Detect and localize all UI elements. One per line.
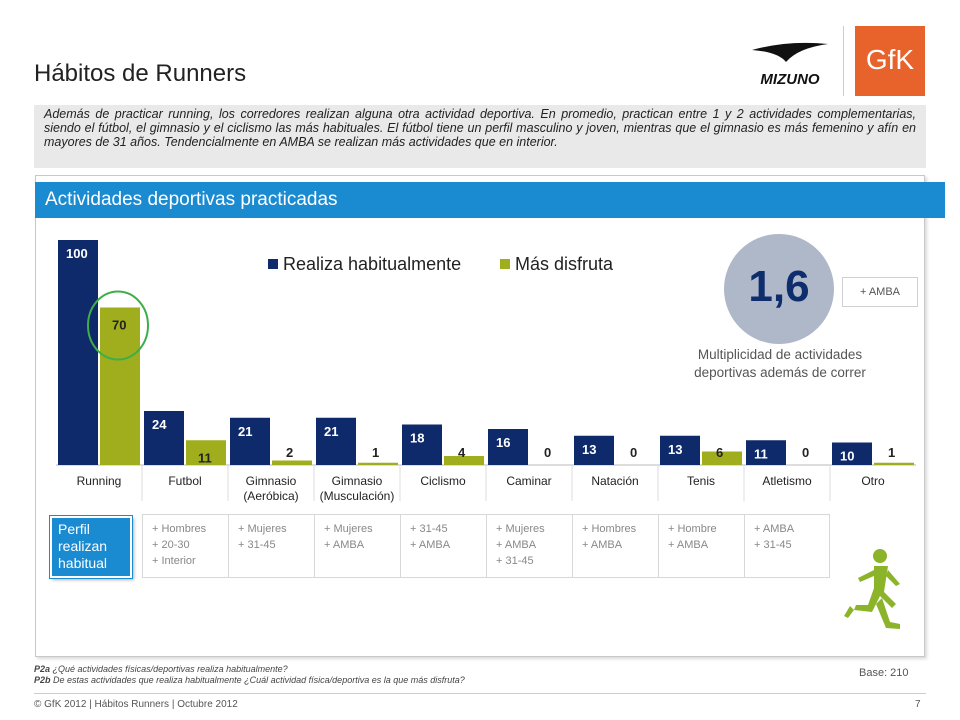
data-label-disfruta: 4 bbox=[458, 445, 466, 460]
multiplicity-value: 1,6 bbox=[748, 262, 810, 311]
profile-cell: + Hombres + 20-30 + Interior bbox=[142, 514, 228, 578]
bar-mas-disfruta bbox=[358, 462, 398, 465]
page-title: Hábitos de Runners bbox=[34, 60, 247, 87]
data-label-realiza: 10 bbox=[840, 449, 854, 464]
footer-text: © GfK 2012 | Hábitos Runners | Octubre 2… bbox=[34, 699, 238, 710]
bar-mas-disfruta bbox=[702, 451, 742, 465]
profile-cell: + AMBA + 31-45 bbox=[744, 514, 830, 578]
profile-cell: + Mujeres + AMBA + 31-45 bbox=[486, 514, 572, 578]
bar-realiza-habitualmente bbox=[660, 435, 700, 465]
x-tick-label: (Aeróbica) bbox=[243, 489, 298, 503]
bar-realiza-habitualmente bbox=[488, 429, 528, 465]
intro-box: Además de practicar running, los corredo… bbox=[34, 105, 926, 168]
bar-mas-disfruta bbox=[444, 456, 484, 465]
x-tick-label: Futbol bbox=[168, 474, 201, 488]
mizuno-runbird-icon bbox=[752, 42, 828, 62]
x-tick-label: (Musculación) bbox=[320, 489, 395, 503]
gfk-logo-text: GfK bbox=[865, 44, 915, 75]
data-label-disfruta: 2 bbox=[286, 445, 293, 460]
legend-label: Realiza habitualmente bbox=[283, 254, 461, 274]
data-label-realiza: 11 bbox=[754, 446, 768, 461]
data-label-disfruta: 0 bbox=[802, 445, 809, 460]
runner-icon bbox=[844, 549, 900, 629]
bar-mas-disfruta bbox=[186, 440, 226, 465]
bar-realiza-habitualmente bbox=[402, 424, 442, 465]
logo-divider bbox=[843, 26, 844, 96]
data-label-realiza: 13 bbox=[582, 442, 596, 457]
question-code: P2a bbox=[34, 664, 51, 674]
question-text: ¿Qué actividades físicas/deportivas real… bbox=[52, 664, 288, 674]
data-label-realiza: 18 bbox=[410, 431, 424, 446]
profile-cell: + Hombres + AMBA bbox=[572, 514, 658, 578]
data-label-disfruta: 1 bbox=[888, 445, 895, 460]
data-label-realiza: 16 bbox=[496, 435, 510, 450]
x-tick-label: Tenis bbox=[687, 474, 715, 488]
bar-mas-disfruta bbox=[100, 307, 140, 465]
data-label-realiza: 24 bbox=[152, 417, 167, 432]
legend-swatch bbox=[268, 259, 278, 269]
mizuno-wordmark: MIZUNO bbox=[760, 71, 819, 88]
data-label-disfruta: 1 bbox=[372, 445, 379, 460]
x-tick-label: Otro bbox=[861, 474, 885, 488]
bar-mas-disfruta bbox=[272, 460, 312, 465]
legend-swatch bbox=[500, 259, 510, 269]
data-label-realiza: 100 bbox=[66, 246, 88, 261]
bar-realiza-habitualmente bbox=[574, 435, 614, 465]
profile-cell: + Mujeres + 31-45 bbox=[228, 514, 314, 578]
data-label-disfruta: 6 bbox=[716, 445, 723, 460]
profile-cell: + Mujeres + AMBA bbox=[314, 514, 400, 578]
data-label-realiza: 21 bbox=[238, 424, 252, 439]
question-code: P2b bbox=[34, 675, 51, 685]
footer-divider bbox=[34, 693, 926, 694]
intro-text: Además de practicar running, los corredo… bbox=[44, 107, 916, 149]
section-title: Actividades deportivas practicadas bbox=[45, 189, 338, 210]
question-footnotes: P2a ¿Qué actividades físicas/deportivas … bbox=[34, 664, 465, 686]
bar-realiza-habitualmente bbox=[144, 411, 184, 465]
bar-realiza-habitualmente bbox=[832, 442, 872, 465]
question-p2a: P2a ¿Qué actividades físicas/deportivas … bbox=[34, 664, 465, 675]
highlight-circle bbox=[87, 290, 149, 361]
mizuno-logo: MIZUNO bbox=[752, 42, 828, 88]
gfk-logo: GfK bbox=[855, 26, 925, 96]
data-label-disfruta: 70 bbox=[112, 318, 126, 333]
multiplicity-description: Multiplicidad de actividades deportivas … bbox=[694, 347, 866, 380]
data-label-realiza: 13 bbox=[668, 442, 682, 457]
x-tick-label: Atletismo bbox=[762, 474, 812, 488]
base-label: Base: 210 bbox=[859, 667, 909, 679]
bar-realiza-habitualmente bbox=[746, 440, 786, 465]
profile-title: Perfil realizan habitual bbox=[50, 516, 132, 578]
page-number: 7 bbox=[915, 699, 921, 710]
bar-realiza-habitualmente bbox=[230, 417, 270, 465]
section-header: Actividades deportivas practicadas bbox=[35, 182, 945, 218]
question-text: De estas actividades que realiza habitua… bbox=[53, 675, 465, 685]
x-tick-label: Gimnasio bbox=[246, 474, 297, 488]
bar-realiza-habitualmente bbox=[58, 240, 98, 465]
data-label-disfruta: 0 bbox=[630, 445, 637, 460]
amba-badge: + AMBA bbox=[842, 277, 918, 307]
data-label-disfruta: 11 bbox=[198, 450, 212, 465]
data-label-disfruta: 0 bbox=[544, 445, 551, 460]
profile-cell: + Hombre + AMBA bbox=[658, 514, 744, 578]
x-tick-label: Ciclismo bbox=[420, 474, 466, 488]
question-p2b: P2b De estas actividades que realiza hab… bbox=[34, 675, 465, 686]
x-tick-label: Caminar bbox=[506, 474, 551, 488]
x-tick-label: Gimnasio bbox=[332, 474, 383, 488]
multiplicity-circle bbox=[724, 234, 834, 344]
profile-cell: + 31-45 + AMBA bbox=[400, 514, 486, 578]
legend-label: Más disfruta bbox=[515, 254, 614, 274]
bar-realiza-habitualmente bbox=[316, 417, 356, 465]
x-tick-label: Running bbox=[77, 474, 122, 488]
data-label-realiza: 21 bbox=[324, 424, 338, 439]
bar-mas-disfruta bbox=[874, 462, 914, 465]
x-tick-label: Natación bbox=[591, 474, 638, 488]
